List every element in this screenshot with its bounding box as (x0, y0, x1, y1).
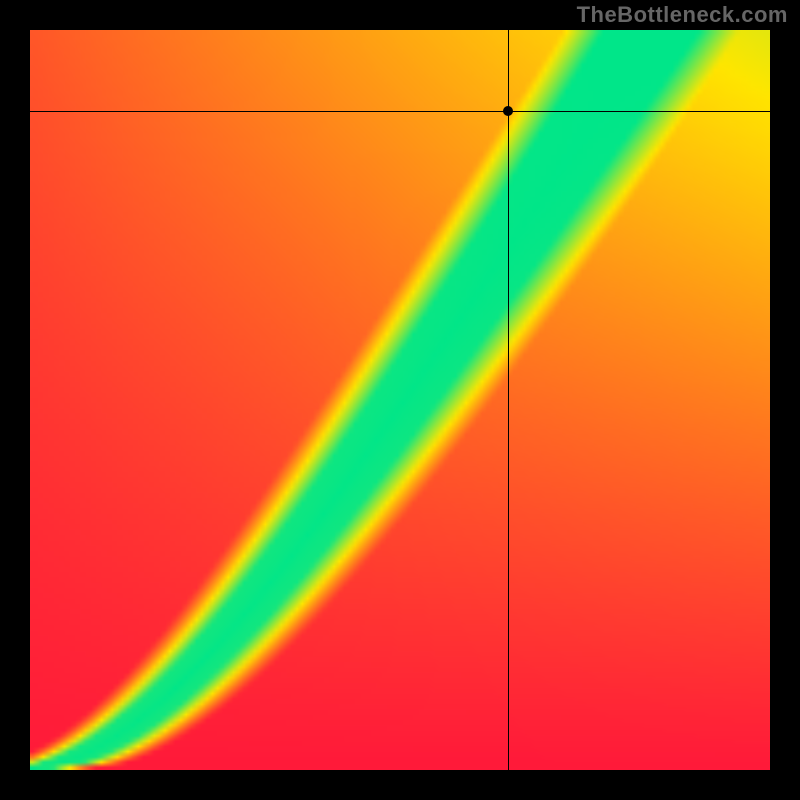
crosshair-horizontal (30, 111, 770, 112)
watermark-text: TheBottleneck.com (577, 2, 788, 28)
bottleneck-heatmap (30, 30, 770, 770)
crosshair-vertical (508, 30, 509, 770)
crosshair-marker (503, 106, 513, 116)
chart-container: TheBottleneck.com (0, 0, 800, 800)
